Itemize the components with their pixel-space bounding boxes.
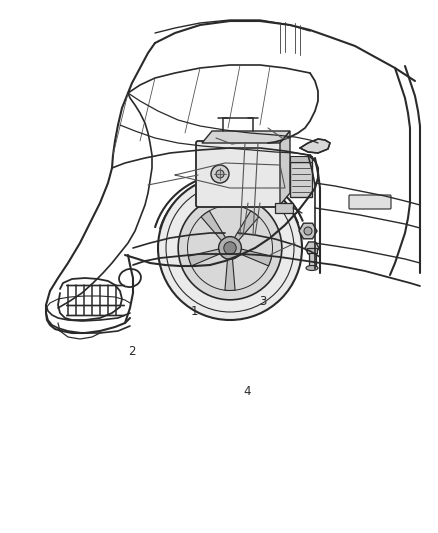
Text: 3: 3	[259, 295, 266, 308]
Circle shape	[224, 242, 236, 254]
Polygon shape	[300, 139, 330, 153]
Bar	[275, 203, 293, 213]
Text: 4: 4	[244, 385, 251, 398]
FancyBboxPatch shape	[349, 195, 391, 209]
Circle shape	[216, 170, 224, 178]
Circle shape	[219, 237, 241, 260]
Polygon shape	[280, 131, 290, 205]
Polygon shape	[188, 249, 220, 266]
Polygon shape	[240, 249, 272, 266]
Bar	[309, 248, 316, 268]
Text: 1: 1	[191, 305, 199, 318]
Circle shape	[178, 196, 282, 300]
Circle shape	[304, 227, 312, 235]
Text: 2: 2	[127, 345, 135, 358]
Bar	[307, 248, 317, 253]
Polygon shape	[225, 259, 235, 290]
Polygon shape	[234, 211, 259, 240]
Circle shape	[211, 165, 229, 183]
Bar	[290, 156, 312, 162]
Polygon shape	[201, 211, 226, 240]
Ellipse shape	[306, 265, 318, 271]
Circle shape	[158, 176, 302, 320]
Bar	[290, 162, 312, 197]
FancyBboxPatch shape	[196, 141, 282, 207]
Polygon shape	[202, 131, 290, 143]
